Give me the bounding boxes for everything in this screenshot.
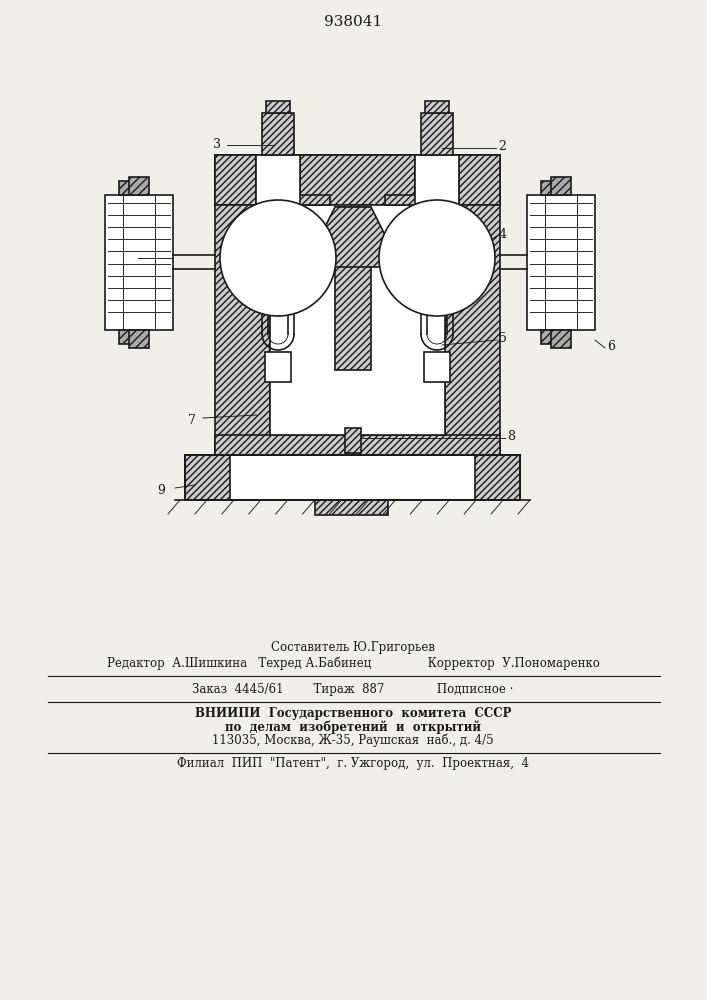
Bar [541, 181, 557, 195]
Text: 938041: 938041 [324, 15, 382, 29]
Bar [105, 195, 173, 330]
Polygon shape [445, 205, 500, 455]
Text: 2: 2 [498, 140, 506, 153]
Bar [262, 113, 294, 155]
Polygon shape [300, 155, 415, 205]
Text: Редактор  А.Шишкина   Техред А.Бабинец               Корректор  У.Пономаренко: Редактор А.Шишкина Техред А.Бабинец Корр… [107, 656, 600, 670]
Bar [265, 352, 291, 382]
Text: Заказ  4445/61        Тираж  887              Подписное ·: Заказ 4445/61 Тираж 887 Подписное · [192, 682, 514, 696]
Text: 3: 3 [213, 137, 221, 150]
Polygon shape [459, 155, 500, 205]
Text: 5: 5 [499, 332, 507, 344]
Text: 113035, Москва, Ж-35, Раушская  наб., д. 4/5: 113035, Москва, Ж-35, Раушская наб., д. … [212, 733, 493, 747]
Bar [129, 330, 149, 348]
Bar [129, 177, 149, 195]
Polygon shape [315, 205, 388, 515]
Polygon shape [475, 455, 520, 500]
Text: 1: 1 [122, 250, 130, 263]
Polygon shape [215, 155, 256, 205]
Text: Филиал  ПИП  "Патент",  г. Ужгород,  ул.  Проектная,  4: Филиал ПИП "Патент", г. Ужгород, ул. Про… [177, 758, 529, 770]
Bar [551, 330, 571, 348]
Text: 4: 4 [499, 228, 507, 240]
Bar [119, 330, 135, 344]
Polygon shape [385, 195, 445, 205]
Bar [185, 455, 520, 500]
Polygon shape [305, 207, 401, 267]
Polygon shape [215, 205, 270, 455]
Text: 7: 7 [188, 414, 196, 426]
Circle shape [220, 200, 336, 316]
Text: ВНИИПИ  Государственного  комитета  СССР: ВНИИПИ Государственного комитета СССР [195, 708, 511, 720]
Bar [270, 205, 445, 435]
Bar [345, 428, 361, 453]
Bar [256, 155, 300, 207]
Text: Составитель Ю.Григорьев: Составитель Ю.Григорьев [271, 642, 435, 654]
Text: по  делам  изобретений  и  открытий: по делам изобретений и открытий [225, 720, 481, 734]
Bar [551, 177, 571, 195]
Bar [215, 435, 500, 455]
Bar [527, 195, 595, 330]
Bar [424, 352, 450, 382]
Circle shape [379, 200, 495, 316]
Bar [119, 181, 135, 195]
Text: 8: 8 [507, 430, 515, 442]
Polygon shape [270, 195, 330, 205]
Bar [425, 101, 449, 113]
Bar [266, 101, 290, 113]
Text: 6: 6 [607, 340, 615, 353]
Bar [421, 113, 453, 155]
Polygon shape [335, 207, 371, 370]
Bar [415, 155, 459, 207]
Polygon shape [185, 455, 230, 500]
Text: 9: 9 [157, 484, 165, 496]
Bar [215, 155, 500, 205]
Bar [541, 330, 557, 344]
